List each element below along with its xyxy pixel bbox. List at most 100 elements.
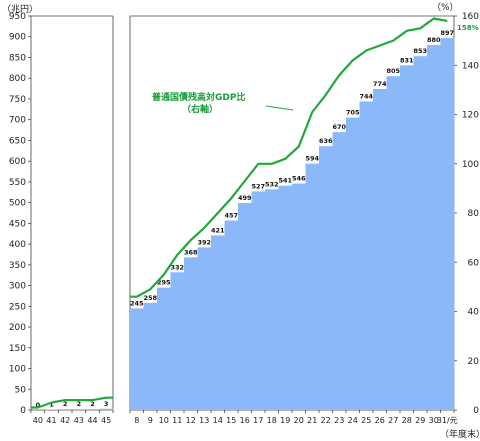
right-tick-label: 160: [462, 12, 479, 22]
bar-data-label: 1: [49, 401, 54, 409]
x-tick-label: 44: [87, 416, 97, 425]
left-tick-label: 350: [9, 261, 26, 271]
bar-data-label: 258: [143, 294, 157, 302]
left-tick-label: 200: [9, 323, 26, 333]
x-tick-label: 11: [172, 416, 182, 425]
bar: [359, 101, 374, 410]
bar: [413, 56, 428, 411]
bar: [251, 191, 266, 410]
x-tick-label: 30: [429, 416, 439, 425]
right-tick-label: 140: [462, 61, 479, 71]
bar: [346, 117, 360, 410]
x-tick-label: 31/元: [437, 416, 458, 425]
end-label: 158%: [457, 24, 479, 32]
left-tick-label: 800: [9, 74, 26, 84]
x-tick-label: 10: [159, 416, 169, 425]
right-tick-label: 20: [468, 357, 480, 367]
x-tick-label: 27: [388, 416, 398, 425]
bar: [184, 257, 198, 410]
bar-data-label: 499: [238, 194, 252, 202]
bar: [319, 146, 333, 411]
right-axis: 0 20 40 60 80 100 120 140 160: [453, 12, 480, 416]
bar-data-label: 636: [319, 137, 333, 145]
bar: [440, 37, 455, 411]
bar-data-label: 245: [130, 299, 144, 307]
x-tick-label: 14: [213, 416, 223, 425]
bar-data-label: 2: [90, 400, 95, 408]
bar-data-label: 392: [197, 238, 211, 246]
x-tick-label: 9: [148, 416, 153, 425]
bar: [238, 203, 252, 410]
bar-data-label: 541: [278, 177, 292, 185]
segment1-ratio-series: [31, 396, 113, 409]
x-tick-label: 21: [307, 416, 317, 425]
left-tick-label: 650: [9, 136, 26, 146]
bar: [427, 45, 441, 410]
x-unit: （年度末）: [440, 428, 480, 440]
right-tick-label: 100: [462, 160, 479, 170]
right-tick-label: 0: [473, 406, 479, 416]
left-tick-label: 500: [9, 199, 26, 209]
bar-data-label: 368: [184, 248, 198, 256]
x-tick-label: 19: [280, 416, 290, 425]
bar-data-label: 897: [440, 29, 454, 37]
x-tick-label: 28: [402, 416, 412, 425]
left-tick-label: 850: [9, 53, 26, 63]
x-tick-label: 45: [101, 416, 111, 425]
x-tick-label: 40: [33, 416, 43, 425]
bar: [85, 409, 100, 410]
x-tick-label: 29: [415, 416, 425, 425]
x-tick-label: 8: [134, 416, 139, 425]
bar: [157, 287, 171, 410]
bar-data-label: 2: [77, 400, 82, 408]
segment2-ratio-series: [130, 17, 448, 298]
bar: [373, 88, 387, 410]
right-tick-label: 40: [468, 308, 480, 318]
y-right-unit: （%）: [432, 2, 459, 13]
bar: [332, 132, 347, 410]
bar: [292, 183, 306, 410]
series-annotation-line1: 普通国債残高対GDP比: [152, 91, 245, 103]
bar-data-label: 705: [346, 109, 360, 117]
bar: [170, 272, 185, 410]
left-axis: 0 50 100 150 200 250 300 350 400 450 500 550 600 650 7…: [9, 12, 32, 416]
x-tick-label: 16: [240, 416, 250, 425]
left-panel: [31, 15, 114, 410]
x-tick-label: 17: [253, 416, 263, 425]
left-tick-label: 450: [9, 219, 26, 229]
left-tick-label: 550: [9, 178, 26, 188]
bar: [386, 76, 401, 410]
bar: [400, 65, 414, 410]
right-tick-label: 60: [468, 258, 480, 268]
bar: [224, 220, 239, 410]
bar: [72, 409, 87, 410]
bar-data-label: 774: [373, 80, 387, 88]
left-tick-label: 900: [9, 33, 26, 43]
left-tick-label: 600: [9, 157, 26, 167]
left-tick-label: 150: [9, 344, 26, 354]
x-tick-label: 15: [226, 416, 236, 425]
left-tick-label: 50: [15, 385, 27, 395]
x-tick-label: 25: [361, 416, 371, 425]
bar-data-label: 332: [170, 263, 184, 271]
bar-data-label: 295: [157, 279, 171, 287]
x-tick-label: 23: [334, 416, 344, 425]
bar: [197, 247, 212, 410]
right-tick-label: 80: [468, 209, 480, 219]
x-tick-label: 43: [74, 416, 84, 425]
ratio-line: [31, 17, 448, 409]
x-tick-label: 42: [60, 416, 70, 425]
bar-data-label: 853: [413, 47, 427, 55]
x-axis: 40 41 42 43 44 45 8 9 10 11 12 13 14 15 16 17 18 19 20 21 22…: [30, 409, 458, 425]
left-tick-label: 0: [20, 406, 26, 416]
x-tick-label: 12: [186, 416, 196, 425]
left-tick-label: 700: [9, 116, 26, 126]
x-tick-label: 13: [199, 416, 209, 425]
bar-data-label: 3: [104, 400, 109, 408]
right-tick-label: 120: [462, 111, 479, 121]
bar: [211, 235, 225, 410]
x-tick-label: 24: [348, 416, 358, 425]
bar: [305, 163, 320, 410]
